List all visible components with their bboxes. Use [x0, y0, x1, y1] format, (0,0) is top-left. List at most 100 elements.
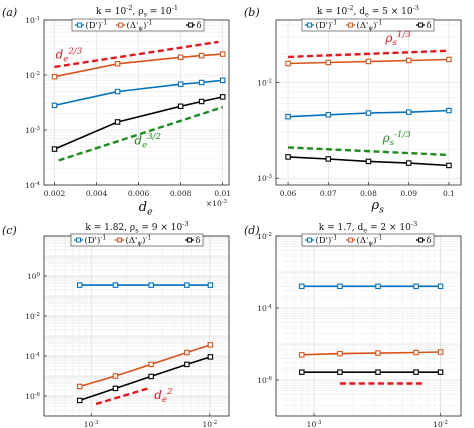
y-tick-label: 10-3 — [25, 126, 40, 135]
legend-swatch-marker — [307, 22, 313, 28]
x-tick-label: 10-2 — [202, 420, 217, 428]
y-tick-label: 10-4 — [25, 181, 40, 190]
data-point — [207, 282, 214, 288]
grid — [43, 235, 229, 417]
data-point — [177, 54, 184, 61]
y-tick-label: 10-2 — [257, 232, 272, 241]
data-point — [184, 361, 190, 368]
data-point — [51, 146, 58, 152]
data-point — [219, 51, 226, 57]
data-point — [198, 52, 205, 59]
x-exponent-label: ×10-3 — [206, 199, 228, 208]
data-point — [285, 154, 291, 160]
data-point — [365, 58, 372, 65]
panel-label: (c) — [2, 224, 17, 237]
data-point — [285, 60, 291, 67]
x-tick-label: 10-3 — [84, 420, 99, 428]
data-point — [405, 57, 412, 64]
panel-title: k = 1.82, ρs = 9 × 10-3 — [85, 220, 188, 234]
data-point — [325, 59, 332, 66]
x-tick-label: 0.004 — [86, 189, 108, 198]
data-point — [114, 61, 121, 67]
data-point — [299, 369, 305, 375]
x-tick-label: 0.008 — [170, 189, 192, 198]
legend-entry: (Δ'ψ)-1 — [357, 234, 383, 247]
legend-swatch-marker — [117, 237, 123, 243]
legend-swatch-marker — [77, 22, 83, 28]
legend-entry: δ — [196, 236, 201, 246]
data-point — [51, 73, 58, 80]
x-tick-label: 0.09 — [400, 189, 417, 198]
legend-entry: (D')-1 — [316, 19, 338, 31]
guide-label: ρs1/3 — [384, 30, 411, 48]
data-point — [219, 77, 226, 84]
panel-0: de2/3 de3/2 0.002 0.004 0.006 0.008 0.01 10-4 10… — [2, 4, 231, 217]
data-point — [446, 56, 452, 63]
data-point — [112, 385, 119, 392]
legend-swatch-marker — [118, 22, 124, 28]
y-tick-label: 10-4 — [257, 304, 272, 313]
panel-title: k = 1.7, de = 2 × 10-3 — [319, 220, 417, 234]
y-tick-label: 10-2 — [25, 312, 40, 321]
guide-label: de2/3 — [56, 46, 83, 64]
panel-label: (a) — [2, 6, 17, 19]
legend-swatch-marker — [418, 237, 424, 243]
data-point — [112, 373, 119, 379]
x-tick-label: 0.07 — [320, 189, 337, 198]
data-point — [112, 282, 119, 288]
plot-area — [44, 236, 229, 416]
data-point — [219, 94, 226, 100]
data-point — [375, 350, 381, 356]
data-point — [76, 282, 83, 288]
panel-1: ρs1/3 ρs-1/3 0.06 0.07 0.08 0.09 0.1 10-3 10-2 ρs… — [244, 4, 462, 215]
legend-swatch-marker — [348, 22, 354, 28]
data-point — [437, 349, 444, 355]
x-axis-label: de — [139, 200, 153, 217]
data-point — [337, 350, 343, 357]
data-point — [413, 369, 419, 375]
data-point — [446, 162, 452, 169]
panel-title: k = 10-2, ρs = 10-1 — [96, 4, 178, 18]
data-point — [184, 282, 190, 288]
legend-entry: (D')-1 — [86, 19, 108, 31]
data-point — [114, 88, 121, 95]
x-tick-label: 0.006 — [128, 189, 150, 198]
data-point — [299, 283, 305, 290]
data-point — [76, 397, 83, 404]
x-tick-label: 0.002 — [44, 189, 66, 198]
data-point — [337, 283, 343, 290]
guide-label: de3/2 — [134, 132, 161, 150]
guide-line — [54, 40, 219, 69]
legend-entry: (Δ'ψ)-1 — [127, 19, 153, 32]
data-point — [148, 361, 154, 368]
data-point — [365, 110, 372, 116]
y-tick-label: 10-1 — [25, 16, 40, 25]
legend-box — [70, 233, 204, 247]
y-tick-label: 10-2 — [25, 71, 40, 80]
data-point — [148, 373, 154, 380]
legend-swatch-marker — [418, 22, 424, 28]
legend-swatch-marker — [348, 237, 354, 243]
legend-entry: δ — [427, 21, 432, 31]
data-point — [198, 79, 205, 86]
x-tick-label: 0.1 — [443, 189, 455, 198]
x-tick-label: 0.08 — [360, 189, 377, 198]
data-point — [413, 283, 419, 290]
data-point — [365, 158, 372, 165]
guide-line — [288, 49, 449, 59]
legend-swatch-marker — [307, 237, 313, 243]
y-tick-label: 10-2 — [257, 78, 272, 87]
legend: (D')-1 (Δ'ψ)-1 δ — [71, 18, 205, 32]
panel-title: k = 10-2, de = 5 × 10-3 — [317, 4, 419, 18]
data-point — [198, 98, 205, 105]
data-point — [375, 369, 381, 375]
legend-entry: (Δ'ψ)-1 — [126, 234, 152, 247]
x-tick-label: 0.06 — [280, 189, 297, 198]
guide-label: ρs-1/3 — [382, 130, 412, 148]
legend-swatch-marker — [187, 237, 193, 243]
data-point — [375, 283, 381, 290]
data-point — [299, 352, 305, 358]
x-tick-label: 0.01 — [214, 189, 231, 198]
legend-entry: δ — [427, 236, 432, 246]
